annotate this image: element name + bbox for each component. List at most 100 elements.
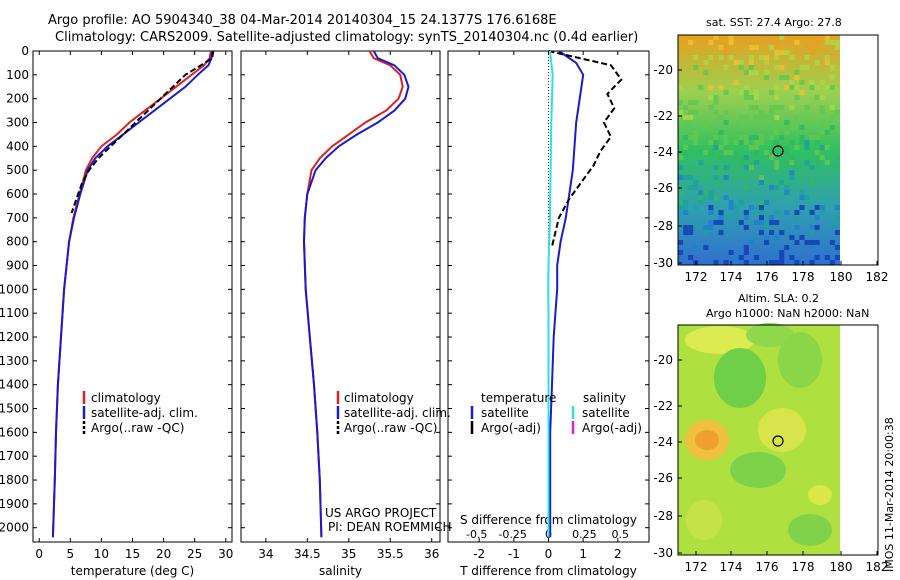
sst-cell	[809, 225, 815, 230]
sst-cell	[764, 220, 770, 225]
sst-cell	[728, 150, 734, 155]
sst-cell	[814, 150, 820, 155]
sst-cell	[683, 230, 689, 235]
sst-cell	[683, 200, 689, 205]
sst-map-title: sat. SST: 27.4 Argo: 27.8	[706, 16, 842, 29]
sst-cell	[753, 70, 759, 75]
y-tick-label: 900	[6, 259, 29, 273]
y-tick-label: 0	[21, 44, 29, 58]
sst-cell	[678, 225, 684, 230]
sst-cell	[718, 85, 724, 90]
series-line-argo-raw-qc-	[70, 50, 215, 214]
sst-cell	[764, 225, 770, 230]
sst-cell	[713, 140, 719, 145]
sst-cell	[743, 140, 749, 145]
sst-cell	[728, 205, 734, 210]
argo-location-marker	[772, 435, 784, 447]
sst-cell	[824, 125, 830, 130]
sst-cell	[733, 260, 739, 265]
sst-cell	[769, 105, 775, 110]
sst-cell	[774, 165, 780, 170]
sst-cell	[794, 215, 800, 220]
x-tick-label: 35.5	[377, 547, 404, 561]
sst-cell	[824, 55, 830, 60]
sst-cell	[774, 65, 780, 70]
sst-cell	[753, 105, 759, 110]
sst-cell	[713, 110, 719, 115]
y-tick-label: 100	[6, 68, 29, 82]
sst-cell	[769, 135, 775, 140]
sst-cell	[774, 105, 780, 110]
sst-cell	[758, 135, 765, 140]
salinity-panel: 34 34.5 35 35.5 36 salinity	[240, 50, 441, 578]
sst-cell	[728, 200, 734, 205]
sst-cell	[829, 115, 835, 120]
sst-cell	[784, 210, 790, 215]
sst-cell	[703, 125, 709, 130]
sst-cell	[774, 160, 780, 165]
sst-cell	[799, 90, 805, 95]
sst-cell	[708, 105, 714, 110]
sst-cell	[758, 205, 765, 210]
sst-cell	[769, 220, 775, 225]
map-y-tick-label: -30	[653, 546, 673, 560]
sst-cell	[688, 110, 694, 115]
sst-cell	[743, 260, 749, 265]
map-x-tick-label: 176	[756, 270, 779, 284]
sst-cell	[764, 115, 770, 120]
sst-cell	[794, 240, 800, 245]
sst-cell	[723, 120, 729, 125]
sst-cell	[718, 220, 724, 225]
sst-cell	[814, 255, 820, 260]
y-tick-label: 1600	[0, 425, 29, 439]
sst-cell	[824, 130, 830, 135]
map-x-tick-label: 174	[720, 270, 743, 284]
y-tick-label: 1900	[0, 497, 29, 511]
sst-cell	[708, 220, 714, 225]
x-tick-label: 34	[258, 547, 273, 561]
sst-cell	[733, 140, 739, 145]
sst-cell	[789, 170, 795, 175]
sst-cell	[678, 155, 684, 160]
sst-cell	[758, 140, 765, 145]
x-tick-label: 25	[187, 547, 202, 561]
sst-cell	[784, 130, 790, 135]
y-tick-label: 1700	[0, 449, 29, 463]
sst-cell	[804, 55, 810, 60]
sst-cell	[678, 100, 684, 105]
sst-cell	[819, 155, 825, 160]
sst-cell	[713, 180, 719, 185]
sst-cell	[804, 120, 810, 125]
y-tick-label: 600	[6, 187, 29, 201]
sst-cell	[804, 195, 810, 200]
sst-cell	[703, 150, 709, 155]
sst-cell	[683, 225, 689, 230]
sst-cell	[713, 100, 719, 105]
sst-cell	[819, 105, 825, 110]
sst-cell	[774, 85, 780, 90]
sst-cell	[804, 145, 810, 150]
sst-cell	[794, 165, 800, 170]
x-tick-label: 36	[424, 547, 439, 561]
x-tick-label: 0	[35, 547, 43, 561]
sst-cell	[743, 135, 749, 140]
sst-cell	[713, 35, 719, 40]
sst-cell	[723, 65, 729, 70]
sst-cell	[698, 150, 704, 155]
sst-cell	[834, 110, 840, 115]
sst-cell	[764, 70, 770, 75]
sst-cell	[824, 60, 830, 65]
sst-cell	[769, 260, 775, 265]
sst-cell	[774, 260, 780, 265]
sst-cell	[784, 145, 790, 150]
temperature-panel: 0100200300400500600700800900100011001200…	[0, 44, 233, 578]
sst-cell	[738, 90, 744, 95]
sst-cell	[784, 185, 790, 190]
sst-cell	[678, 205, 684, 210]
sst-cell	[789, 155, 795, 160]
sst-cell	[743, 90, 749, 95]
map-x-tick-label: 180	[830, 270, 853, 284]
sst-cell	[814, 85, 820, 90]
sst-cell	[789, 175, 795, 180]
sst-cell	[758, 115, 765, 120]
